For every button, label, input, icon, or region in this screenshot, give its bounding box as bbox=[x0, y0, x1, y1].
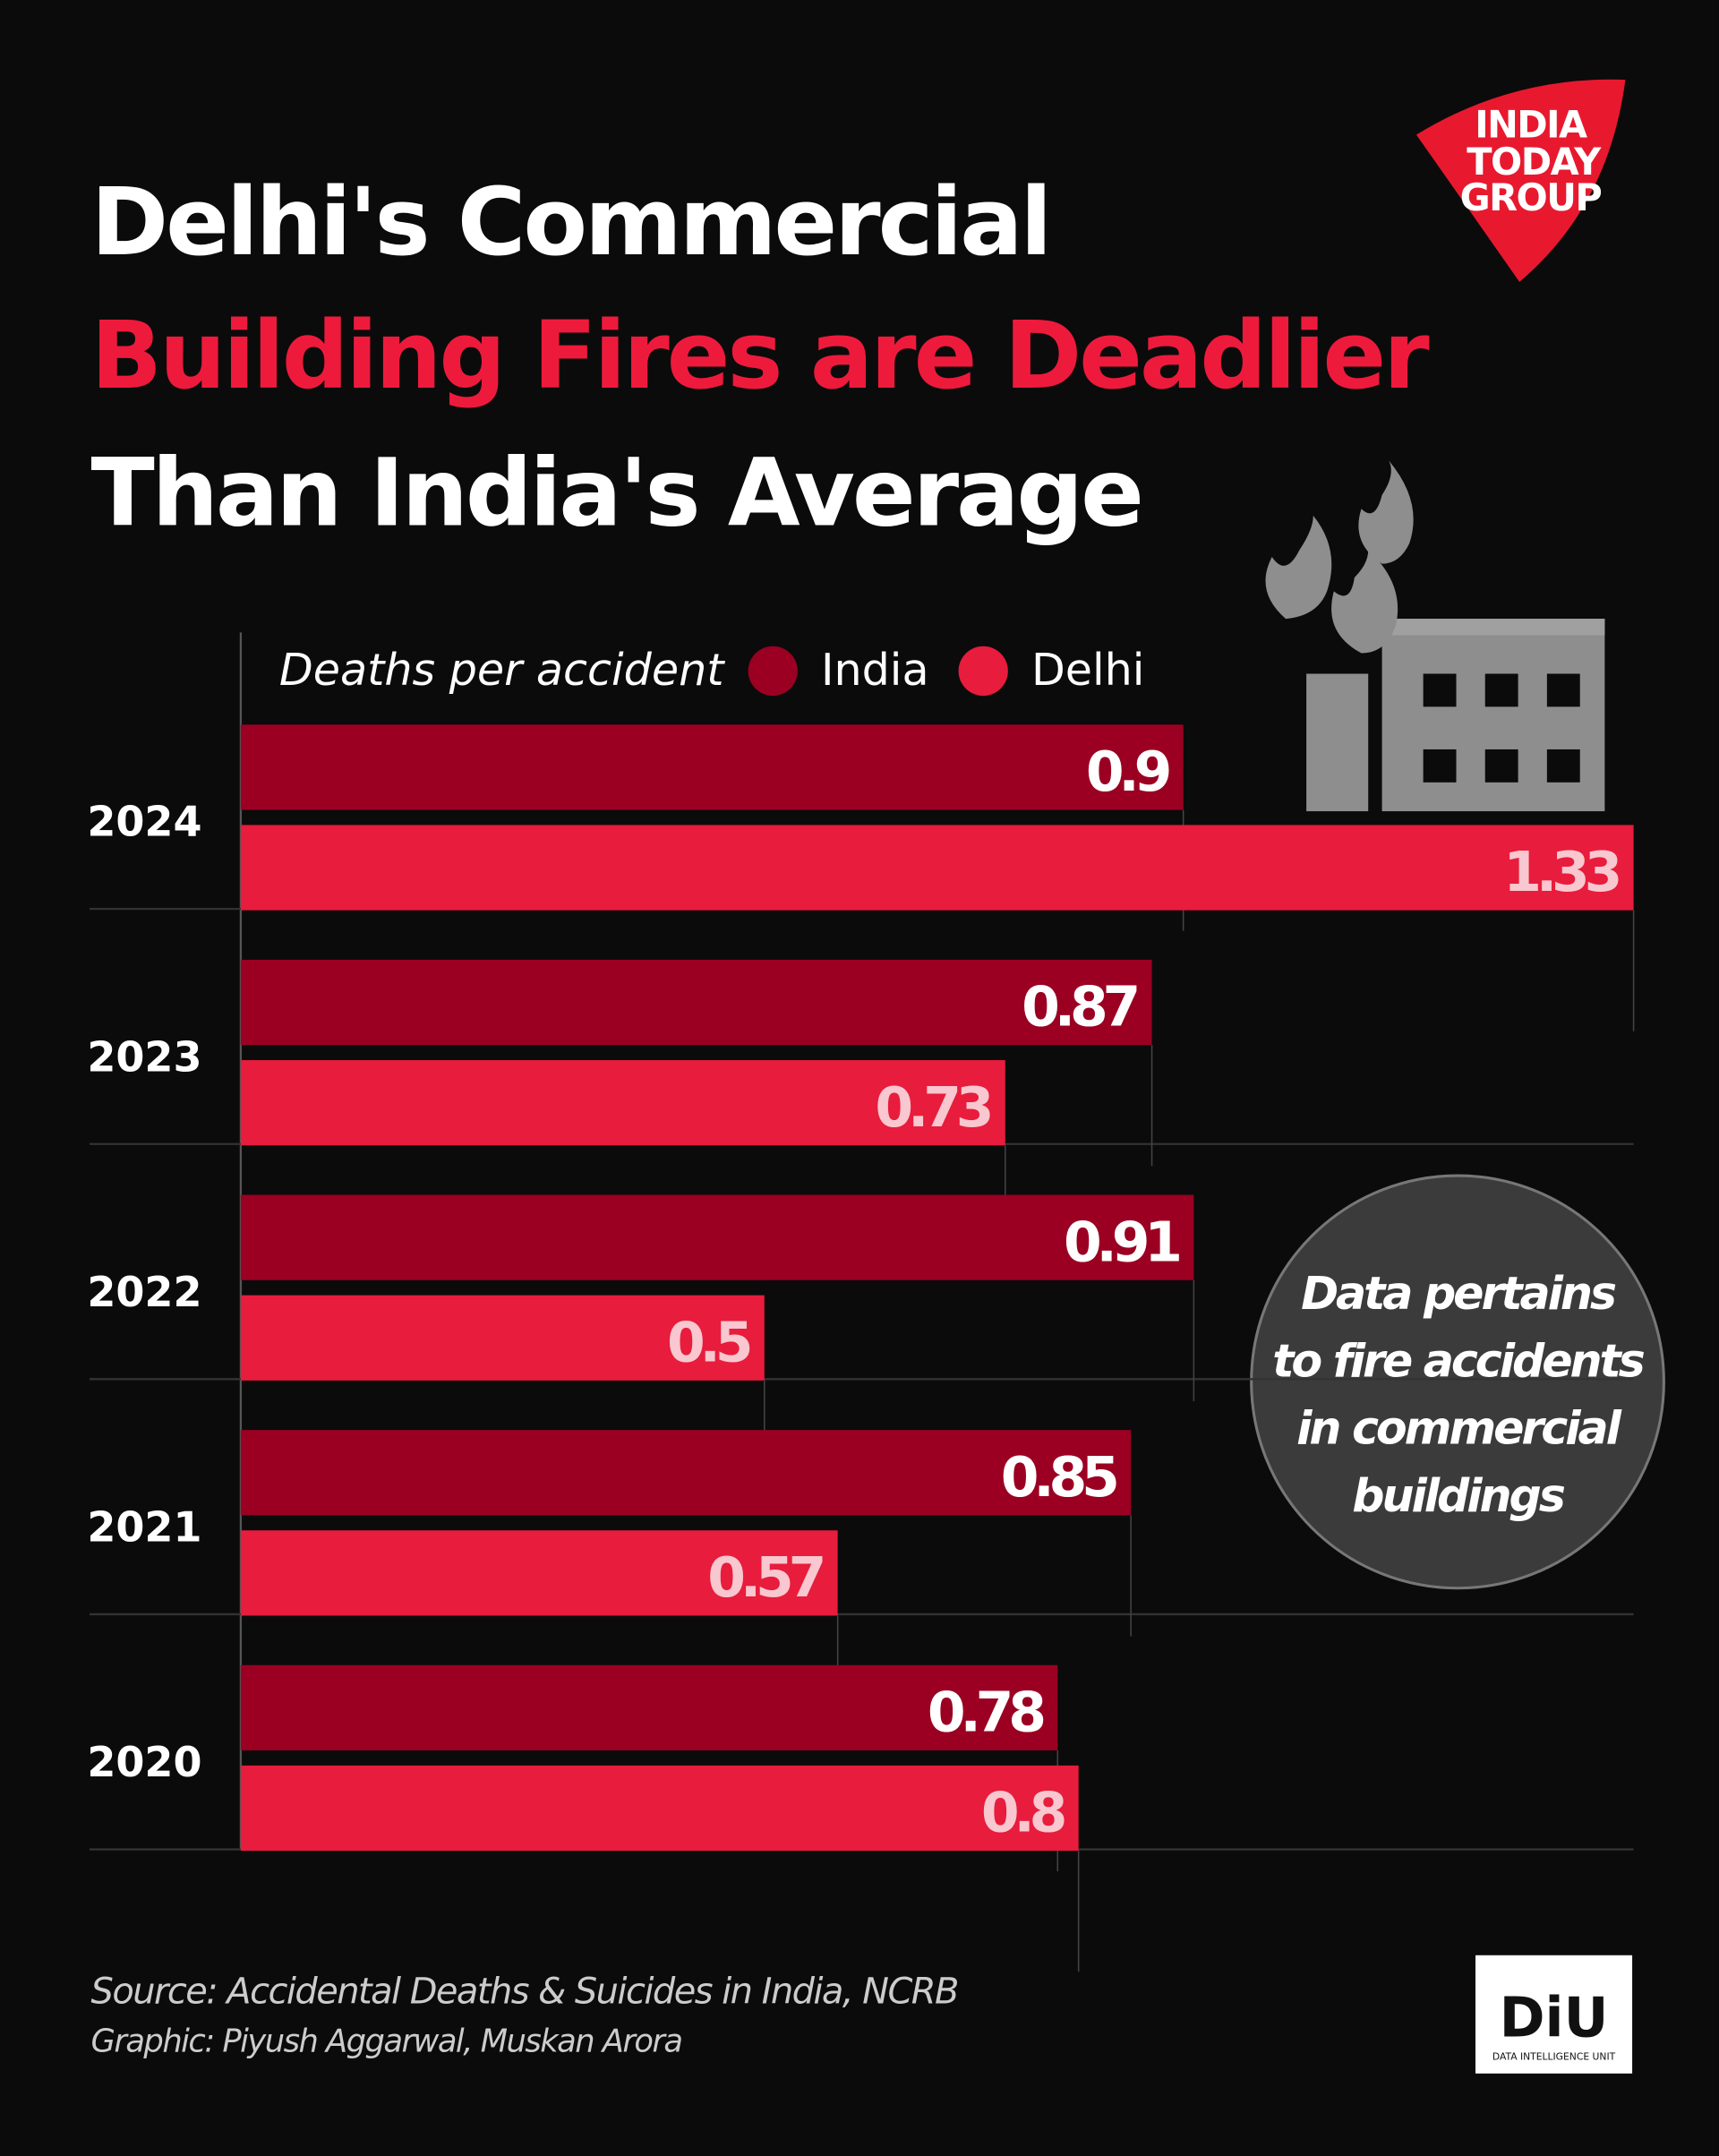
y-tick-label: 2024 bbox=[87, 798, 201, 846]
bar bbox=[240, 724, 1184, 810]
value-label: 0.91 bbox=[1064, 1211, 1179, 1274]
title-line: Than India's Average bbox=[91, 439, 1142, 548]
building-icon bbox=[1265, 460, 1605, 812]
value-label: 0.9 bbox=[1086, 740, 1169, 804]
badge-text: DiU bbox=[1500, 1986, 1609, 2049]
bar bbox=[240, 1664, 1058, 1750]
value-label: 0.8 bbox=[981, 1782, 1065, 1845]
y-tick-label: 2022 bbox=[87, 1268, 201, 1316]
note-text: Data pertains bbox=[1301, 1267, 1616, 1320]
value-label: 1.33 bbox=[1503, 841, 1618, 904]
logo-text: TODAY bbox=[1467, 141, 1602, 184]
legend-title: Deaths per accident bbox=[279, 644, 725, 696]
legend-swatch bbox=[958, 646, 1008, 697]
note-text: in commercial bbox=[1296, 1402, 1622, 1455]
bar bbox=[240, 825, 1634, 911]
y-tick-label: 2023 bbox=[87, 1032, 201, 1081]
value-label: 0.5 bbox=[667, 1311, 750, 1374]
legend-label: India bbox=[821, 644, 929, 696]
credit: Graphic: Piyush Aggarwal, Muskan Arora bbox=[91, 2023, 682, 2059]
title-line: Building Fires are Deadlier bbox=[91, 301, 1431, 410]
bar bbox=[240, 1060, 1005, 1146]
value-label: 0.73 bbox=[875, 1076, 989, 1140]
bar bbox=[240, 1765, 1079, 1852]
bar bbox=[240, 1295, 765, 1381]
badge bbox=[1475, 1955, 1633, 2074]
legend-label: Delhi bbox=[1031, 644, 1144, 696]
note-text: buildings bbox=[1352, 1469, 1564, 1522]
logo-text: GROUP bbox=[1460, 176, 1602, 219]
value-label: 0.85 bbox=[1001, 1446, 1116, 1510]
value-label: 0.78 bbox=[928, 1681, 1043, 1744]
badge-subtitle: DATA INTELLIGENCE UNIT bbox=[1492, 2051, 1616, 2063]
bar bbox=[240, 1194, 1194, 1280]
bar bbox=[240, 959, 1152, 1046]
note-circle bbox=[1250, 1174, 1665, 1590]
legend-swatch bbox=[748, 646, 798, 697]
logo-text: INDIA bbox=[1475, 104, 1587, 147]
title-line: Delhi's Commercial bbox=[91, 167, 1050, 277]
logo-shape bbox=[1415, 79, 1626, 282]
bar bbox=[240, 1530, 838, 1616]
source: Source: Accidental Deaths & Suicides in … bbox=[91, 1972, 958, 2013]
y-tick-label: 2020 bbox=[87, 1738, 201, 1786]
value-label: 0.57 bbox=[707, 1546, 822, 1610]
value-label: 0.87 bbox=[1022, 976, 1136, 1040]
bar bbox=[240, 1430, 1132, 1516]
y-tick-label: 2021 bbox=[87, 1503, 201, 1552]
